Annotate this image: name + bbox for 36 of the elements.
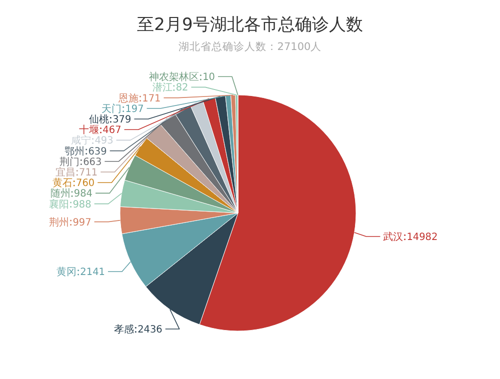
slice-label: 襄阳 bbox=[49, 198, 70, 210]
data-label: 493 bbox=[94, 136, 114, 147]
slice-label: 恩施 bbox=[118, 92, 139, 104]
slice-label: 孝感 bbox=[114, 324, 134, 336]
data-label: 2436 bbox=[138, 324, 164, 336]
data-label: 82 bbox=[176, 82, 189, 94]
data-label: 663 bbox=[83, 156, 102, 168]
slice-label: 咸宁 bbox=[71, 134, 92, 147]
chart-title: 至2月9号湖北各市总确诊人数 bbox=[137, 15, 363, 35]
data-label: 760 bbox=[76, 178, 96, 190]
slice-label: 鄂州 bbox=[64, 145, 85, 158]
slice-label: 随州 bbox=[50, 188, 70, 200]
slice-label: 黄冈 bbox=[56, 266, 77, 278]
data-label: 171 bbox=[142, 93, 162, 104]
slice-label: 十堰 bbox=[79, 124, 100, 136]
data-label: 14982 bbox=[406, 232, 439, 243]
slice-label: 宜昌 bbox=[56, 166, 76, 178]
chart-subtitle: 湖北省总确诊人数：27100人 bbox=[178, 40, 322, 53]
data-label: 467 bbox=[102, 125, 122, 136]
slice-label: 武汉 bbox=[383, 230, 404, 243]
slice-label: 黄石 bbox=[52, 177, 73, 190]
data-label: 10 bbox=[202, 72, 216, 84]
data-label: 988 bbox=[72, 199, 92, 210]
data-label: 2141 bbox=[80, 267, 106, 278]
slice-label: 神农架林区 bbox=[149, 71, 200, 84]
data-label: 997 bbox=[72, 217, 92, 228]
slice-label: 潜江 bbox=[152, 82, 172, 94]
slice-label: 天门 bbox=[102, 102, 122, 115]
data-label: 197 bbox=[125, 104, 144, 115]
slice-label: 仙桃 bbox=[89, 114, 110, 126]
data-label: 711 bbox=[79, 168, 98, 178]
slice-label: 荆州 bbox=[49, 216, 70, 228]
slice-label: 荆门 bbox=[60, 156, 80, 168]
data-label: 984 bbox=[74, 188, 94, 200]
data-label: 639 bbox=[88, 146, 108, 158]
data-label: 379 bbox=[112, 114, 132, 126]
